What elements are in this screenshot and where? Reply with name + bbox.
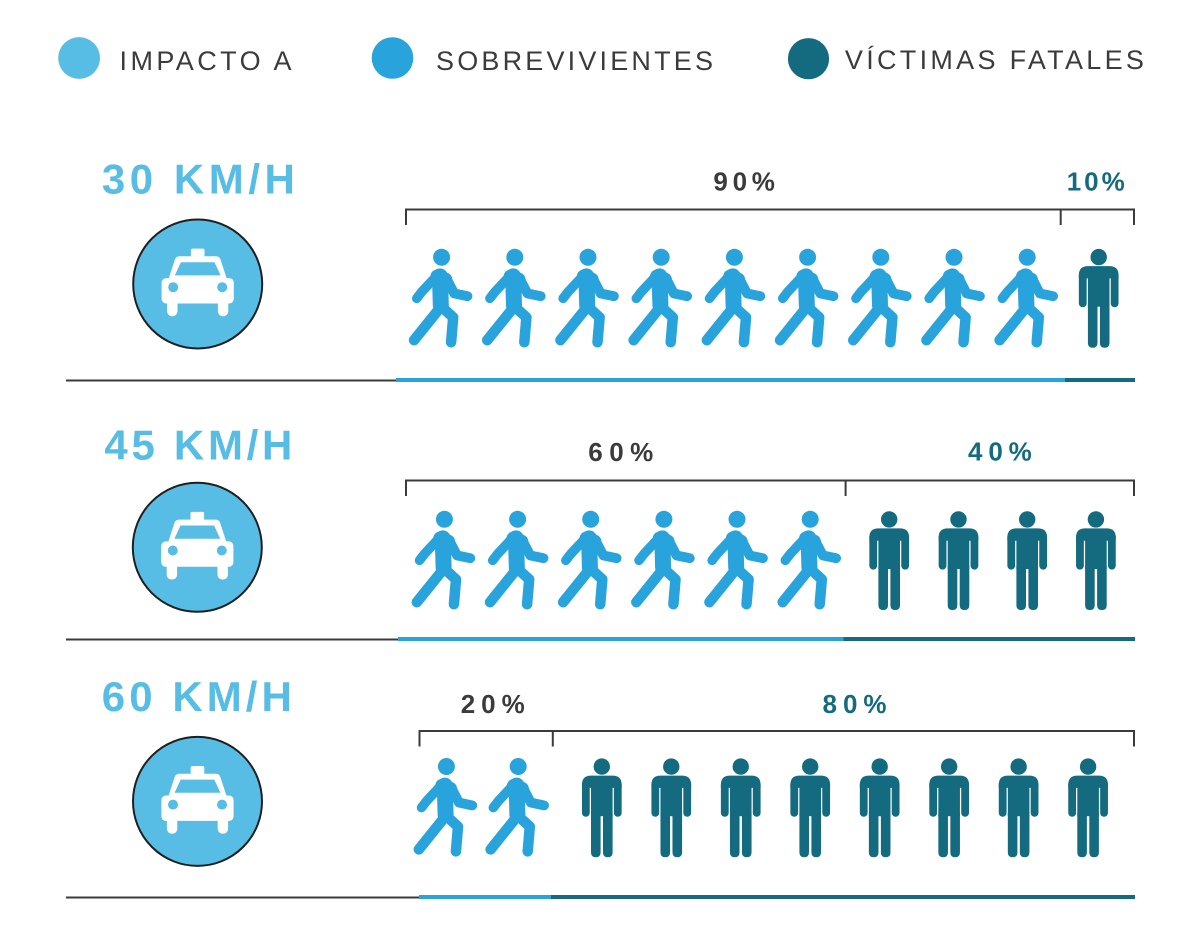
svg-text:IMPACTO A: IMPACTO A — [120, 46, 295, 76]
svg-text:20%: 20% — [461, 689, 528, 719]
svg-text:90%: 90% — [713, 166, 778, 196]
svg-text:10%: 10% — [1067, 167, 1128, 197]
svg-text:60%: 60% — [588, 437, 656, 467]
svg-text:60 KM/H: 60 KM/H — [102, 673, 295, 720]
svg-text:45 KM/H: 45 KM/H — [104, 422, 295, 469]
svg-text:SOBREVIVIENTES: SOBREVIVIENTES — [436, 46, 717, 76]
svg-text:30 KM/H: 30 KM/H — [102, 156, 298, 203]
svg-text:40%: 40% — [968, 436, 1035, 466]
svg-text:VÍCTIMAS FATALES: VÍCTIMAS FATALES — [845, 45, 1148, 75]
svg-text:80%: 80% — [823, 689, 890, 719]
